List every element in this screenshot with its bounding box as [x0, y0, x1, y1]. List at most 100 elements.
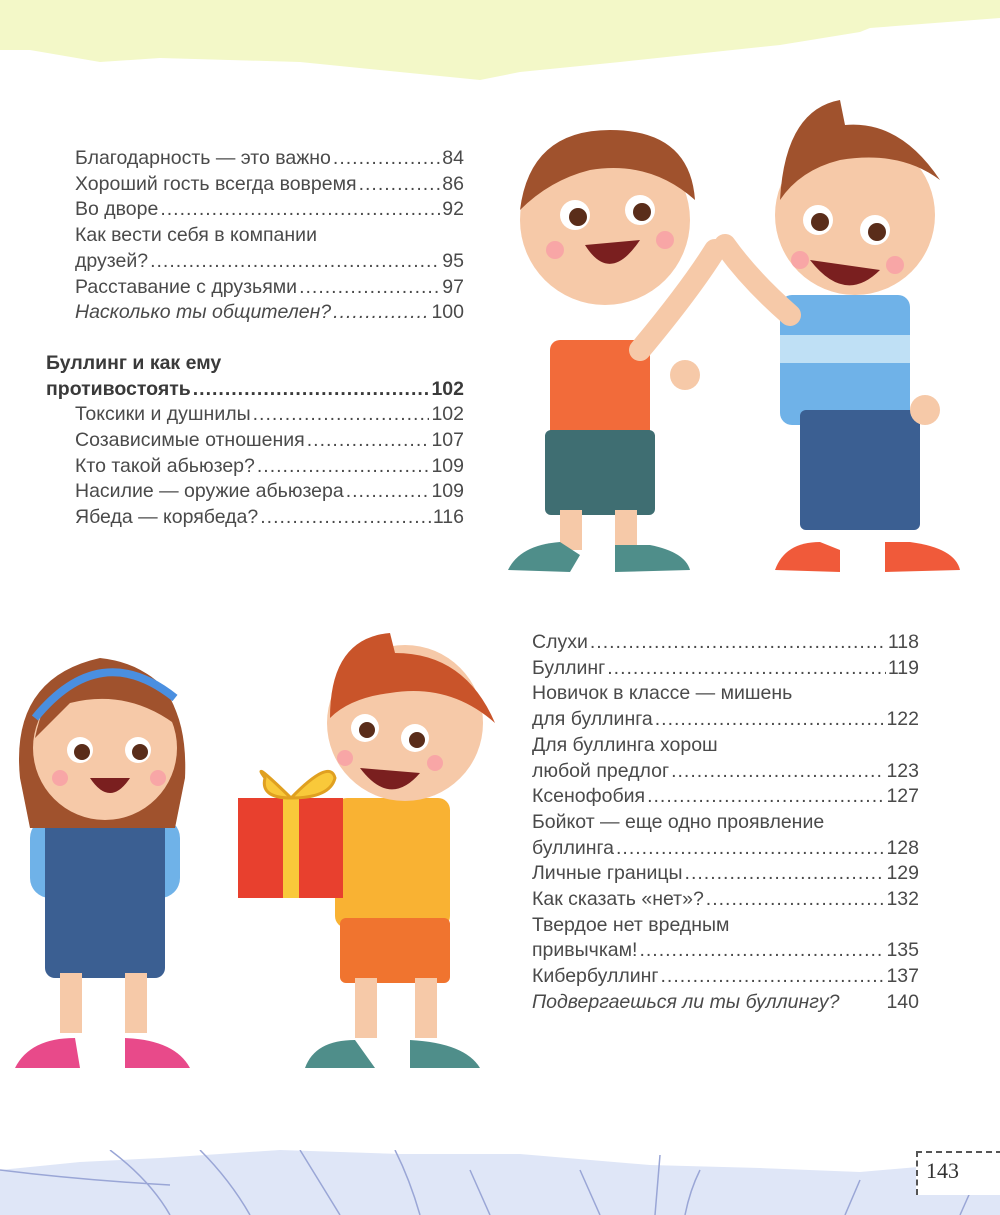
toc-entry-line: друзей? 95	[75, 249, 464, 275]
toc-entry-line: Кто такой абьюзер? 109	[75, 454, 464, 480]
toc-left-column: Благодарность — это важно 84 Хороший гость…	[46, 146, 464, 531]
toc-entry: Насколько ты общителен? 100	[46, 300, 464, 326]
toc-entry-title: Расставание с друзьями	[75, 275, 298, 298]
page-number: 143	[926, 1158, 959, 1183]
dot-leader	[160, 197, 440, 223]
girl-overalls	[15, 658, 190, 1068]
toc-entry-title: друзей?	[75, 249, 149, 272]
toc-entry: Буллинг 119	[532, 656, 919, 682]
toc-entry-line: Во дворе 92	[75, 197, 464, 223]
toc-entry: Слухи 118	[532, 630, 919, 656]
toc-entry-line: Расставание с друзьями 97	[75, 275, 464, 301]
dot-leader	[671, 759, 884, 785]
toc-entry-line: противостоять 102	[46, 377, 464, 403]
toc-entry-page: 95	[442, 249, 464, 272]
toc-entry-page: 140	[886, 990, 919, 1013]
gift-box	[238, 769, 343, 898]
toc-right-column: Слухи118Буллинг119Новичок в классе — миш…	[532, 630, 919, 1016]
toc-entry-line: Ксенофобия 127	[532, 784, 919, 810]
toc-entry-title: для буллинга	[532, 708, 653, 731]
toc-entry: Ксенофобия 127	[532, 784, 919, 810]
toc-entry-title-line: Твердое нет вредным	[532, 913, 730, 936]
toc-entry-line: Слухи 118	[532, 630, 919, 656]
dot-leader	[607, 656, 886, 682]
toc-entry: Ябеда — корябеда? 116	[46, 505, 464, 531]
dot-leader	[260, 505, 431, 531]
toc-entry: Благодарность — это важно 84	[46, 146, 464, 172]
toc-entry: Во дворе 92	[46, 197, 464, 223]
toc-entry: Новичок в классе — мишень для буллинга 122	[532, 681, 919, 732]
toc-entry-line: Насилие — оружие абьюзера 109	[75, 479, 464, 505]
toc-entry-title: Благодарность — это важно	[75, 147, 331, 169]
toc-entry: Личные границы 129	[532, 861, 919, 887]
toc-entry-line: любой предлог 123	[532, 759, 919, 785]
boy-blue-shirt	[714, 100, 960, 572]
toc-entry-line: Подвергаешься ли ты буллингу? 140	[532, 990, 919, 1016]
toc-entry-page: 132	[886, 888, 919, 911]
dot-leader	[647, 784, 884, 810]
toc-entry-title: Личные границы	[532, 862, 683, 885]
dot-leader	[346, 479, 430, 505]
toc-entry-line: Насколько ты общителен? 100	[75, 300, 464, 326]
toc-entry-line: Буллинг 119	[532, 656, 919, 682]
dot-leader	[299, 275, 440, 301]
toc-entry-title: Созависимые отношения	[75, 429, 305, 452]
toc-entry-title: Кибербуллинг	[532, 965, 659, 988]
dot-leader	[590, 630, 886, 656]
dot-leader	[333, 300, 429, 326]
toc-entry-page: 84	[442, 147, 464, 169]
toc-entry-title-line: Новичок в классе — мишень	[532, 682, 793, 705]
toc-entry-line: привычкам! 135	[532, 938, 919, 964]
toc-entry-title-line: Буллинг и как ему	[46, 351, 222, 374]
dot-leader	[706, 887, 885, 913]
dot-leader	[257, 454, 430, 480]
toc-entry-line: Как сказать «нет»? 132	[532, 887, 919, 913]
toc-entry-page: 109	[431, 480, 464, 503]
toc-entry-title: Токсики и душнилы	[75, 403, 251, 426]
toc-entry-title: Хороший гость всегда вовремя	[75, 172, 357, 195]
toc-entry: Созависимые отношения 107	[46, 428, 464, 454]
toc-entry-title-line: Для буллинга хорош	[532, 733, 718, 756]
toc-entry-title-line: Как вести себя в компании	[75, 224, 317, 247]
dot-leader	[685, 861, 885, 887]
toc-entry-title: Насилие — оружие абьюзера	[75, 480, 344, 503]
toc-entry: Подвергаешься ли ты буллингу? 140	[532, 990, 919, 1016]
toc-entry: Кто такой абьюзер? 109	[46, 454, 464, 480]
toc-entry-line: Ябеда — корябеда? 116	[75, 505, 464, 531]
toc-entry-line: для буллинга 122	[532, 707, 919, 733]
toc-entry-title: любой предлог	[532, 759, 670, 782]
toc-entry-line: Благодарность — это важно 84	[75, 146, 464, 172]
toc-entry-title: привычкам!	[532, 939, 638, 962]
dot-leader	[655, 707, 885, 733]
toc-entry-title: Кто такой абьюзер?	[75, 454, 255, 477]
toc-entry-title: противостоять	[46, 377, 191, 400]
toc-entry-page: 109	[431, 454, 464, 477]
toc-entry-line: Личные границы 129	[532, 861, 919, 887]
toc-entry: Как сказать «нет»? 132	[532, 887, 919, 913]
toc-entry-page: 102	[431, 377, 464, 400]
dot-leader	[307, 428, 430, 454]
boy-with-gift	[238, 633, 495, 1068]
dot-leader	[639, 938, 884, 964]
toc-entry-line: Кибербуллинг 137	[532, 964, 919, 990]
toc-entry-title: Как сказать «нет»?	[532, 888, 704, 911]
toc-entry: Расставание с друзьями 97	[46, 275, 464, 301]
dot-leader	[359, 172, 441, 198]
toc-entry-page: 116	[432, 506, 464, 529]
dot-leader	[253, 402, 430, 428]
top-paint-band	[0, 0, 1000, 80]
toc-entry: Токсики и душнилы 102	[46, 402, 464, 428]
toc-entry-line: Токсики и душнилы 102	[75, 402, 464, 428]
toc-entry-page: 128	[886, 836, 919, 859]
toc-entry-page: 129	[886, 862, 919, 885]
toc-entry: Кибербуллинг 137	[532, 964, 919, 990]
toc-entry-page: 118	[887, 631, 919, 653]
dot-leader	[660, 964, 884, 990]
toc-entry: Для буллинга хорош любой предлог 123	[532, 733, 919, 784]
toc-entry-title-line: Бойкот — еще одно проявление	[532, 810, 825, 833]
toc-entry-page: 137	[886, 965, 919, 988]
toc-entry-title: буллинга	[532, 836, 615, 859]
toc-entry: Твердое нет вредным привычкам! 135	[532, 913, 919, 964]
toc-entry-line: буллинга 128	[532, 836, 919, 862]
